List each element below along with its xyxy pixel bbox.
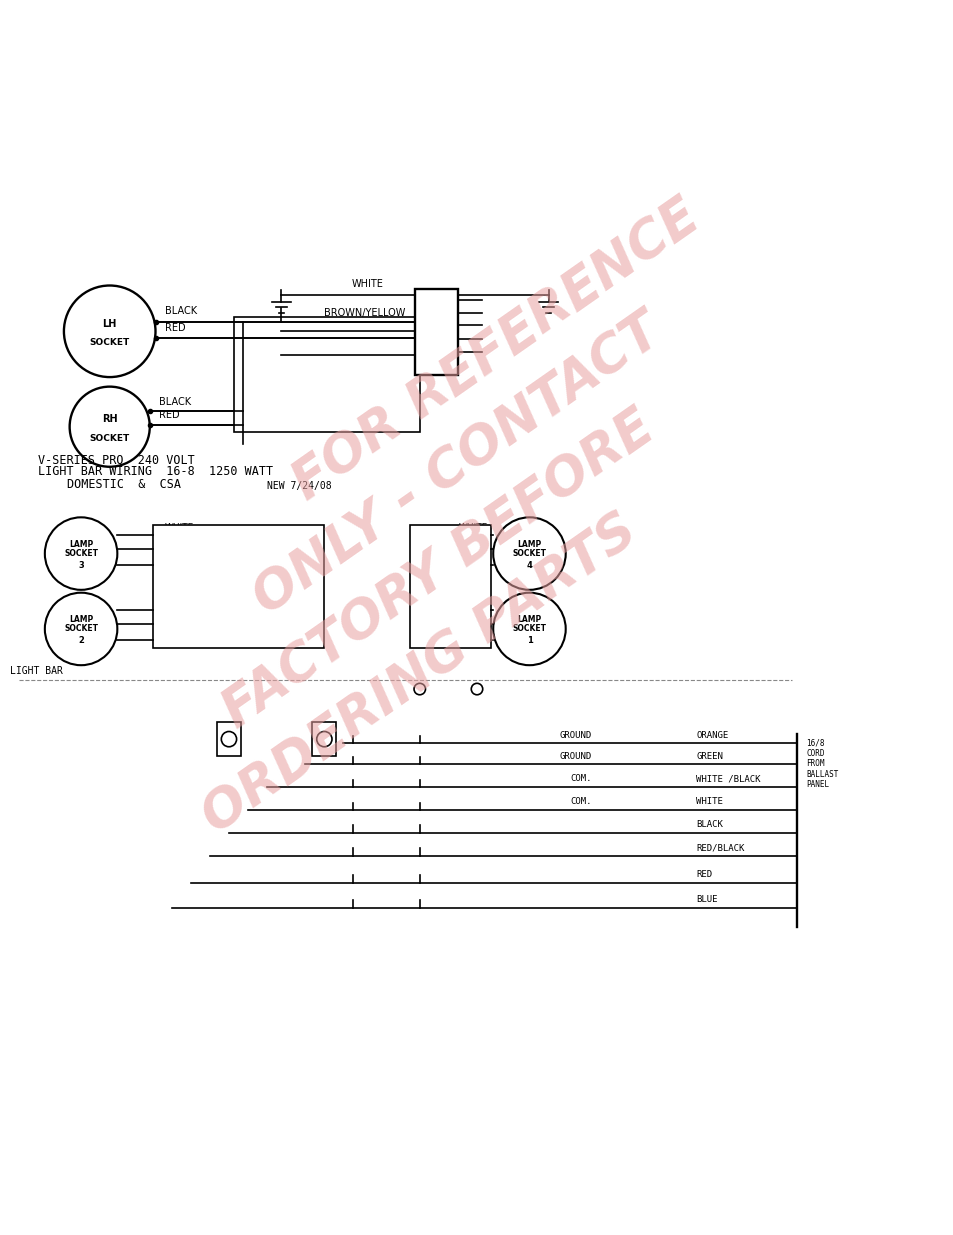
Bar: [152, 525, 324, 648]
Text: FACTORY BEFORE: FACTORY BEFORE: [213, 401, 663, 739]
Text: RED/BLACK: RED/BLACK: [696, 844, 744, 852]
Text: COM.: COM.: [569, 798, 591, 806]
Text: RED: RED: [696, 869, 712, 879]
Bar: [313, 722, 336, 756]
Bar: [233, 317, 419, 432]
Text: RED: RED: [165, 324, 186, 333]
Text: GREEN: GREEN: [456, 537, 488, 546]
Text: SOCKET: SOCKET: [90, 338, 130, 347]
Text: WHITE: WHITE: [458, 522, 488, 531]
Text: ORDERING PARTS: ORDERING PARTS: [193, 505, 646, 845]
Text: LIGHT BAR: LIGHT BAR: [10, 666, 62, 676]
Text: LAMP: LAMP: [69, 615, 93, 624]
Text: LAMP: LAMP: [517, 615, 541, 624]
Text: 1: 1: [526, 636, 532, 645]
Text: SOCKET: SOCKET: [90, 433, 130, 442]
Text: GROUND: GROUND: [558, 752, 591, 761]
Text: SOCKET: SOCKET: [512, 625, 546, 634]
Text: LAMP: LAMP: [69, 540, 93, 548]
Text: NEW 7/24/08: NEW 7/24/08: [267, 480, 332, 490]
Text: WHITE: WHITE: [165, 522, 194, 531]
Text: SOCKET: SOCKET: [64, 550, 98, 558]
Text: BLACK: BLACK: [159, 396, 192, 406]
Text: 3: 3: [78, 561, 84, 569]
Text: SOCKET: SOCKET: [512, 550, 546, 558]
Text: BLACK: BLACK: [165, 306, 197, 316]
Text: GREEN: GREEN: [371, 341, 405, 351]
Text: BLACK: BLACK: [455, 629, 488, 637]
Text: BROWN/GREEN: BROWN/GREEN: [330, 317, 405, 327]
Text: LAMP: LAMP: [517, 540, 541, 548]
Text: ORANGE: ORANGE: [696, 731, 728, 740]
Text: FOR REFERENCE: FOR REFERENCE: [283, 190, 708, 510]
Text: SOCKET: SOCKET: [64, 625, 98, 634]
Text: BLACK: BLACK: [455, 553, 488, 562]
Text: BROWN/YELLOW: BROWN/YELLOW: [324, 308, 405, 317]
Text: BLACK: BLACK: [165, 553, 198, 562]
Text: GROUND: GROUND: [558, 731, 591, 740]
Text: 16/8
CORD
FROM
BALLAST
PANEL: 16/8 CORD FROM BALLAST PANEL: [805, 739, 838, 789]
Text: BLACK: BLACK: [165, 629, 198, 637]
Text: BLACK: BLACK: [696, 820, 722, 829]
Text: WHITE: WHITE: [165, 598, 194, 608]
Text: WHITE: WHITE: [351, 279, 383, 289]
Text: BLUE: BLUE: [696, 894, 718, 904]
Text: RED: RED: [159, 410, 180, 420]
Text: WHITE: WHITE: [458, 598, 488, 608]
Text: 4: 4: [526, 561, 532, 569]
Bar: [216, 722, 240, 756]
Text: COM.: COM.: [569, 774, 591, 783]
Text: RH: RH: [102, 414, 117, 424]
Text: WHITE: WHITE: [696, 798, 722, 806]
Bar: [410, 525, 491, 648]
Text: DOMESTIC  &  CSA: DOMESTIC & CSA: [67, 478, 180, 490]
Text: ONLY - CONTACT: ONLY - CONTACT: [244, 305, 671, 625]
Text: GREEN: GREEN: [165, 537, 196, 546]
Bar: [415, 289, 457, 375]
Text: LIGHT BAR WIRING  16-8  1250 WATT: LIGHT BAR WIRING 16-8 1250 WATT: [38, 466, 273, 478]
Text: YELLOW: YELLOW: [365, 324, 405, 335]
Text: GREEN: GREEN: [165, 613, 196, 621]
Text: GREEN: GREEN: [456, 613, 488, 621]
Text: WHITE /BLACK: WHITE /BLACK: [696, 774, 760, 783]
Text: GREEN: GREEN: [696, 752, 722, 761]
Text: V-SERIES PRO  240 VOLT: V-SERIES PRO 240 VOLT: [38, 453, 194, 467]
Text: LH: LH: [102, 319, 117, 329]
Text: 2: 2: [78, 636, 84, 645]
